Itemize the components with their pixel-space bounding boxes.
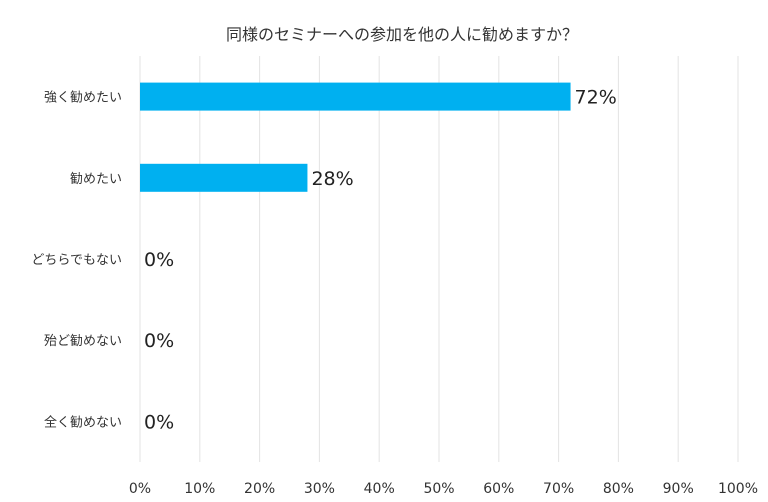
chart-title: 同様のセミナーへの参加を他の人に勧めますか？ xyxy=(226,25,578,44)
x-tick-label: 100% xyxy=(718,481,758,497)
data-labels: 72% 28% 0% 0% 0% xyxy=(144,87,617,434)
data-label: 28% xyxy=(311,168,353,190)
category-label: 強く勧めたい xyxy=(44,90,122,106)
data-label: 72% xyxy=(575,87,617,109)
category-label: 全く勧めない xyxy=(44,414,122,430)
x-tick-label: 0% xyxy=(129,481,151,497)
x-tick-label: 70% xyxy=(543,481,574,497)
x-tick-label: 10% xyxy=(184,481,215,497)
x-tick-label: 20% xyxy=(244,481,275,497)
x-axis-ticks: 0% 10% 20% 30% 40% 50% 60% 70% 80% 90% 100% xyxy=(129,481,758,497)
grid xyxy=(139,56,739,462)
category-label: どちらでもない xyxy=(31,253,122,268)
x-tick-label: 90% xyxy=(663,481,694,497)
data-label: 0% xyxy=(144,411,174,433)
category-label: 殆ど勧めない xyxy=(44,333,122,349)
x-tick-label: 40% xyxy=(364,481,395,497)
x-tick-label: 80% xyxy=(603,481,634,497)
x-tick-label: 30% xyxy=(304,481,335,497)
bar xyxy=(140,82,571,111)
x-tick-label: 50% xyxy=(423,481,454,497)
bars xyxy=(140,82,571,192)
category-label: 勧めたい xyxy=(70,171,122,187)
data-label: 0% xyxy=(144,330,174,352)
data-label: 0% xyxy=(144,249,174,271)
bar xyxy=(140,163,308,192)
x-tick-label: 60% xyxy=(483,481,514,497)
